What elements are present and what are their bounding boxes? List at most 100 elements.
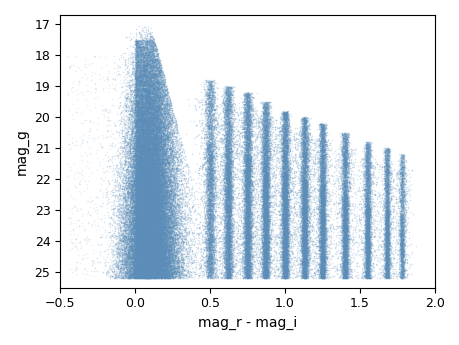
Point (205, 266, 212, 272)
Point (319, 170, 327, 175)
Point (154, 205, 162, 210)
Point (249, 195, 257, 200)
Point (152, 272, 160, 277)
Point (293, 273, 300, 278)
Point (218, 125, 225, 131)
Point (157, 216, 164, 221)
Point (261, 264, 268, 269)
Point (245, 147, 252, 153)
Point (160, 165, 168, 170)
Point (360, 259, 368, 265)
Point (341, 270, 348, 276)
Point (132, 224, 139, 229)
Point (129, 261, 136, 266)
Point (137, 170, 144, 176)
Point (209, 161, 216, 167)
Point (142, 89, 150, 94)
Point (224, 227, 231, 233)
Point (340, 239, 347, 245)
Point (282, 114, 290, 120)
Point (169, 144, 177, 149)
Point (341, 272, 349, 277)
Point (300, 215, 307, 221)
Point (246, 119, 253, 124)
Point (150, 267, 157, 273)
Point (138, 165, 145, 171)
Point (138, 159, 145, 165)
Point (225, 169, 232, 174)
Point (206, 172, 213, 178)
Point (165, 209, 173, 214)
Point (155, 137, 162, 142)
Point (145, 140, 152, 146)
Point (315, 241, 323, 246)
Point (166, 227, 174, 233)
Point (257, 190, 265, 195)
Point (138, 252, 145, 258)
Point (263, 161, 271, 167)
Point (278, 245, 285, 250)
Point (160, 212, 167, 217)
Point (134, 234, 142, 239)
Point (147, 164, 155, 169)
Point (302, 191, 309, 197)
Point (156, 70, 163, 76)
Point (147, 168, 154, 174)
Point (144, 245, 151, 250)
Point (148, 142, 156, 147)
Point (276, 193, 283, 198)
Point (362, 152, 369, 158)
Point (134, 229, 141, 234)
Point (150, 156, 157, 161)
Point (244, 263, 251, 268)
Point (200, 161, 207, 167)
Point (146, 94, 153, 100)
Point (157, 259, 164, 265)
Point (362, 187, 369, 193)
Point (262, 173, 269, 179)
Point (259, 262, 266, 267)
Point (124, 258, 132, 263)
Point (262, 211, 269, 217)
Point (154, 189, 161, 195)
Point (144, 150, 151, 155)
Point (338, 148, 345, 154)
Point (141, 239, 149, 245)
Point (146, 205, 153, 210)
Point (155, 210, 162, 215)
Point (160, 243, 167, 249)
Point (342, 268, 350, 274)
Point (132, 223, 139, 228)
Point (129, 115, 136, 120)
Point (161, 203, 168, 209)
Point (139, 225, 146, 230)
Point (320, 149, 327, 155)
Point (341, 236, 348, 241)
Point (122, 230, 129, 236)
Point (119, 214, 127, 220)
Point (142, 194, 149, 199)
Point (260, 181, 268, 187)
Point (155, 98, 162, 104)
Point (227, 127, 234, 132)
Point (141, 265, 148, 270)
Point (142, 265, 150, 271)
Point (146, 248, 154, 253)
Point (148, 105, 155, 110)
Point (141, 178, 149, 184)
Point (277, 201, 285, 206)
Point (339, 161, 346, 167)
Point (320, 175, 327, 181)
Point (138, 234, 145, 239)
Point (338, 152, 345, 158)
Point (247, 224, 254, 230)
Point (149, 176, 156, 182)
Point (242, 114, 250, 119)
Point (153, 244, 160, 249)
Point (222, 90, 230, 96)
Point (318, 136, 325, 142)
Point (258, 246, 265, 251)
Point (143, 152, 151, 158)
Point (281, 220, 289, 226)
Point (299, 150, 306, 156)
